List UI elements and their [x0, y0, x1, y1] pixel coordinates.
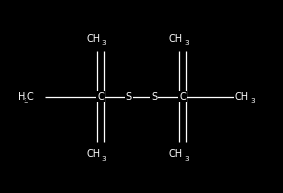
Text: 3: 3 [102, 156, 106, 162]
Text: 3: 3 [184, 40, 188, 47]
Text: CH: CH [235, 91, 249, 102]
Text: 3: 3 [23, 98, 28, 104]
Text: C: C [26, 91, 33, 102]
Text: CH: CH [168, 149, 183, 159]
Text: 3: 3 [184, 156, 188, 162]
Text: 3: 3 [250, 98, 255, 104]
Text: CH: CH [168, 34, 183, 44]
Text: S: S [126, 91, 132, 102]
Text: CH: CH [86, 149, 100, 159]
Text: H: H [18, 91, 25, 102]
Text: 3: 3 [102, 40, 106, 47]
Text: CH: CH [86, 34, 100, 44]
Text: C: C [97, 91, 104, 102]
Text: C: C [179, 91, 186, 102]
Text: S: S [151, 91, 157, 102]
